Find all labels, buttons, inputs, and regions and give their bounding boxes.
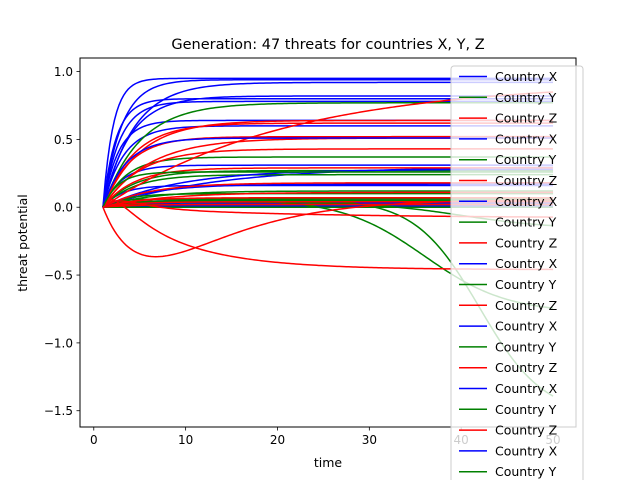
legend-label: Country X [495,69,558,84]
y-tick-label: 0.5 [54,133,73,147]
x-tick-label: 10 [178,433,193,447]
legend-label: Country X [495,319,558,334]
y-axis-label: threat potential [15,194,30,292]
legend-label: Country Y [495,152,557,167]
x-tick-label: 0 [90,433,98,447]
x-axis-label: time [314,455,343,470]
x-tick-label: 20 [270,433,285,447]
legend-label: Country X [495,381,558,396]
y-tick-label: −1.0 [44,336,73,350]
legend-label: Country Y [495,277,557,292]
y-tick-label: 0.0 [54,201,73,215]
legend: Country X Country Y Country Z Country X Coun… [450,65,584,480]
legend-label: Country Y [495,90,557,105]
y-tick-label: −1.5 [44,404,73,418]
legend-label: Country X [495,194,558,209]
legend-label: Country Y [495,402,557,417]
legend-label: Country Z [495,111,557,126]
legend-label: Country Z [495,360,557,375]
y-tick-label: −0.5 [44,269,73,283]
legend-label: Country Z [495,173,557,188]
legend-label: Country Y [495,339,557,354]
y-tick-label: 1.0 [54,65,73,79]
legend-label: Country X [495,443,558,458]
x-tick-label: 30 [362,433,377,447]
legend-label: Country Z [495,298,557,313]
chart-title: Generation: 47 threats for countries X, … [171,37,484,53]
legend-label: Country Z [495,423,557,438]
legend-box [450,65,584,480]
legend-label: Country X [495,256,558,271]
legend-label: Country Y [495,464,557,479]
legend-label: Country Z [495,235,557,250]
legend-label: Country X [495,131,558,146]
legend-label: Country Y [495,215,557,230]
